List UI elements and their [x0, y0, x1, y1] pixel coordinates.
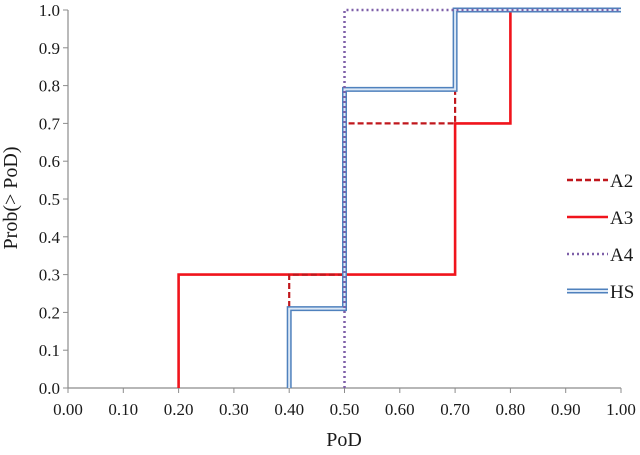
series-layer	[177, 7, 621, 388]
series-line-hs	[286, 7, 621, 388]
y-tick-label: 0.1	[39, 341, 60, 360]
x-tick-labels: 0.00 0.10 0.20 0.30 0.40 0.50 0.60 0.70 0.80 0.90…	[53, 400, 636, 419]
y-tick-label: 0.4	[39, 228, 61, 247]
x-tick-label: 1.00	[606, 400, 636, 419]
y-tick-label: 0.6	[39, 152, 60, 171]
legend-item-a3: A3	[567, 208, 633, 229]
legend-label: A2	[610, 171, 633, 192]
legend-item-a2: A2	[567, 171, 633, 192]
y-tick-label: 1.0	[39, 1, 60, 20]
legend-item-hs: HS	[567, 282, 634, 303]
x-tick-label: 0.50	[330, 400, 360, 419]
y-tick-label: 0.2	[39, 303, 60, 322]
y-tick-label: 0.5	[39, 190, 60, 209]
y-tick-label: 0.7	[39, 114, 61, 133]
x-tick-label: 0.60	[385, 400, 415, 419]
legend: A2 A3 A4 HS	[567, 171, 634, 303]
y-tick-label: 0.8	[39, 77, 60, 96]
series-line-a3	[177, 8, 621, 388]
y-tick-label: 0.0	[39, 379, 60, 398]
series-line-a4	[343, 8, 621, 388]
axes	[63, 9, 622, 393]
x-axis-title: PoD	[326, 429, 362, 451]
legend-item-a4: A4	[567, 245, 634, 266]
legend-label: A4	[610, 245, 634, 266]
x-tick-label: 0.00	[53, 400, 83, 419]
x-tick-label: 0.20	[164, 400, 194, 419]
y-axis-title: Prob(> PoD)	[0, 147, 22, 250]
x-tick-label: 0.30	[219, 400, 249, 419]
y-tick-labels: 0.0 0.1 0.2 0.3 0.4 0.5 0.6 0.7 0.8 0.9 1.0	[39, 1, 61, 398]
x-tick-label: 0.70	[440, 400, 470, 419]
x-tick-label: 0.80	[496, 400, 526, 419]
legend-label: HS	[610, 282, 634, 303]
series-line-inner	[288, 9, 621, 388]
x-tick-label: 0.40	[274, 400, 304, 419]
x-tick-label: 0.10	[108, 400, 138, 419]
y-tick-label: 0.9	[39, 39, 60, 58]
legend-label: A3	[610, 208, 633, 229]
y-tick-label: 0.3	[39, 266, 60, 285]
x-tick-label: 0.90	[551, 400, 581, 419]
